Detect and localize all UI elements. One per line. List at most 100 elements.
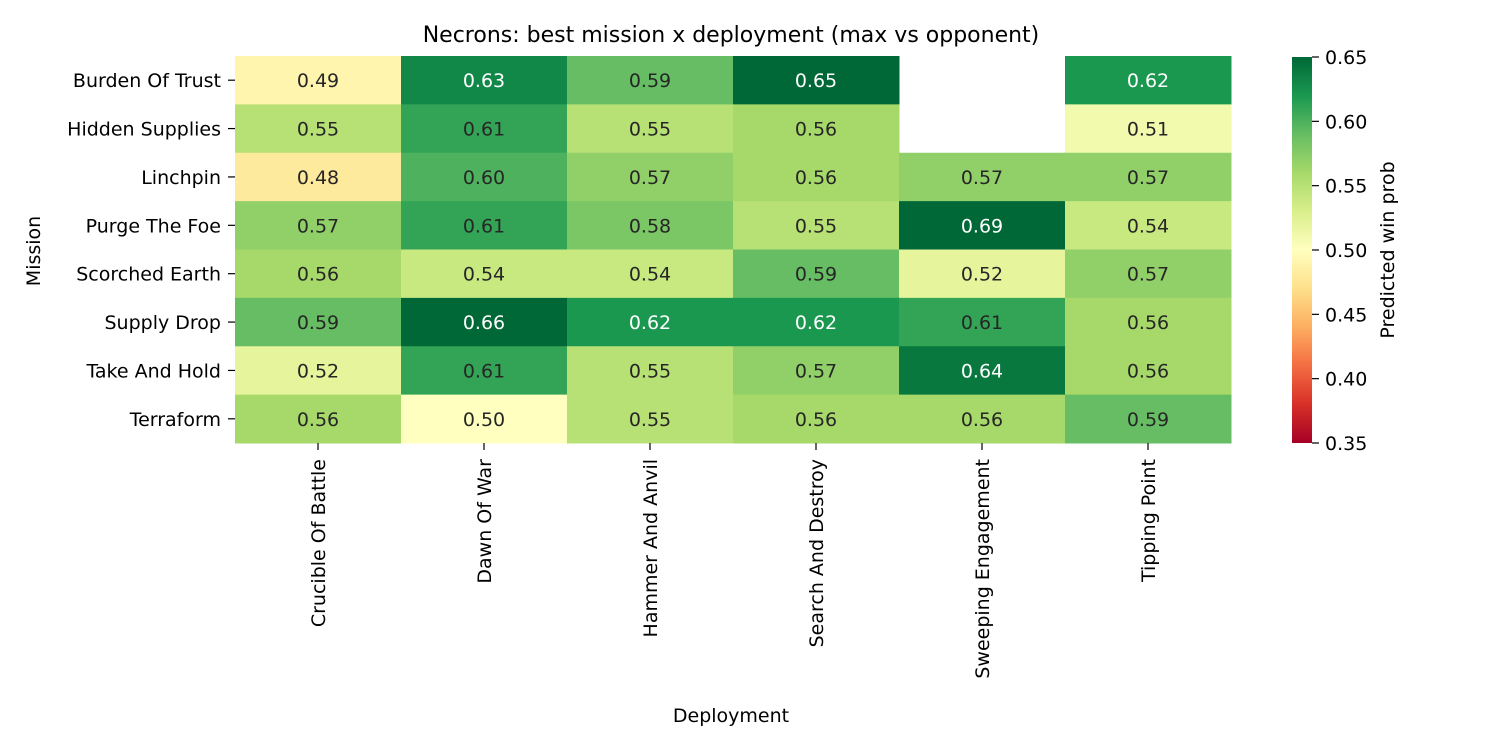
- heatmap-cell: [1065, 201, 1232, 250]
- cell-value-label: 0.56: [1127, 312, 1169, 334]
- colorbar-tick-label: 0.65: [1325, 47, 1367, 69]
- heatmap-cell: [1065, 297, 1232, 347]
- heatmap-cell: [567, 201, 734, 250]
- heatmap-cell: [899, 346, 1066, 396]
- heatmap-cell: [899, 297, 1066, 347]
- cell-value-label: 0.54: [629, 264, 671, 286]
- heatmap-cell: [235, 56, 402, 105]
- heatmap-cell: [1065, 56, 1232, 105]
- cell-value-label: 0.57: [297, 215, 339, 237]
- y-tick-label: Terraform: [129, 409, 221, 431]
- y-tick-label: Purge The Foe: [86, 215, 221, 237]
- colorbar-ticks: 0.35 0.40 0.45 0.50 0.55 0.60 0.65: [1312, 47, 1367, 455]
- cell-value-label: 0.61: [961, 312, 1003, 334]
- cell-value-label: 0.61: [463, 119, 505, 141]
- cell-value-label: 0.48: [297, 167, 339, 189]
- cell-value-label: 0.62: [629, 312, 671, 334]
- heatmap-cell: [733, 56, 900, 105]
- heatmap-cell: [235, 346, 402, 396]
- heatmap-cell: [567, 297, 734, 347]
- y-tick-label: Linchpin: [141, 167, 221, 189]
- heatmap-cell: [899, 394, 1066, 444]
- cell-value-label: 0.56: [297, 264, 339, 286]
- y-tick-label: Burden Of Trust: [73, 70, 221, 92]
- cell-value-label: 0.59: [1127, 409, 1169, 431]
- heatmap-cell: [733, 201, 900, 250]
- cell-value-label: 0.59: [795, 264, 837, 286]
- cell-value-label: 0.60: [463, 167, 505, 189]
- heatmap-cell: [733, 249, 900, 299]
- heatmap-cell: [1065, 346, 1232, 396]
- heatmap-cell: [401, 394, 568, 444]
- heatmap-cell: [567, 152, 734, 202]
- cell-value-label: 0.57: [629, 167, 671, 189]
- heatmap-cell: [401, 104, 568, 154]
- cell-value-label: 0.59: [629, 70, 671, 92]
- heatmap-cell: [733, 297, 900, 347]
- cell-value-label: 0.59: [297, 312, 339, 334]
- y-tick-label: Supply Drop: [105, 312, 222, 334]
- cell-value-label: 0.65: [795, 70, 837, 92]
- heatmap-cell: [899, 152, 1066, 202]
- cell-value-label: 0.63: [463, 70, 505, 92]
- cell-value-label: 0.56: [961, 409, 1003, 431]
- heatmap-cell: [235, 297, 402, 347]
- y-tick-label: Take And Hold: [85, 360, 221, 382]
- heatmap-cell: [567, 56, 734, 105]
- cell-value-label: 0.54: [1127, 215, 1169, 237]
- heatmap-cell: [235, 201, 402, 250]
- heatmap-cell: [733, 104, 900, 154]
- heatmap-cell: [899, 201, 1066, 250]
- chart-title: Necrons: best mission x deployment (max …: [423, 23, 1040, 48]
- heatmap-cell: [1065, 249, 1232, 299]
- x-tick-label: Dawn Of War: [474, 459, 496, 584]
- cell-value-label: 0.55: [629, 119, 671, 141]
- heatmap-cell: [1065, 394, 1232, 444]
- heatmap-cell: [733, 346, 900, 396]
- colorbar-tick-label: 0.60: [1325, 111, 1367, 133]
- heatmap-cell: [401, 56, 568, 105]
- cell-value-label: 0.57: [961, 167, 1003, 189]
- cell-value-label: 0.56: [795, 167, 837, 189]
- x-tick-label: Search And Destroy: [806, 459, 828, 647]
- cell-value-label: 0.55: [297, 119, 339, 141]
- heatmap-cell: [235, 249, 402, 299]
- colorbar-tick-label: 0.50: [1325, 240, 1367, 262]
- cell-value-label: 0.56: [1127, 360, 1169, 382]
- cell-value-label: 0.54: [463, 264, 505, 286]
- x-tick-label: Sweeping Engagement: [972, 459, 994, 679]
- cell-value-label: 0.55: [795, 215, 837, 237]
- heatmap-cell: [401, 297, 568, 347]
- heatmap-cell: [733, 152, 900, 202]
- x-tick-label: Hammer And Anvil: [640, 459, 662, 637]
- cell-value-label: 0.51: [1127, 119, 1169, 141]
- heatmap-cell: [567, 104, 734, 154]
- colorbar-label: Predicted win prob: [1377, 161, 1399, 338]
- heatmap-cell: [235, 152, 402, 202]
- colorbar-tick-label: 0.45: [1325, 304, 1367, 326]
- heatmap-cell: [1065, 152, 1232, 202]
- heatmap-cell: [401, 152, 568, 202]
- cell-value-label: 0.56: [795, 409, 837, 431]
- colorbar-tick-label: 0.40: [1325, 369, 1367, 391]
- x-tick-label: Tipping Point: [1138, 459, 1160, 583]
- colorbar-tick-label: 0.55: [1325, 176, 1367, 198]
- cell-value-label: 0.57: [1127, 264, 1169, 286]
- heatmap-cell: [401, 201, 568, 250]
- cell-value-label: 0.55: [629, 409, 671, 431]
- heatmap-cell: [567, 249, 734, 299]
- heatmap-cell: [235, 104, 402, 154]
- y-axis-ticks: Burden Of Trust Hidden Supplies Linchpin Pu…: [67, 70, 235, 431]
- cell-value-label: 0.69: [961, 215, 1003, 237]
- colorbar-gradient: [1292, 57, 1312, 443]
- cell-value-label: 0.50: [463, 409, 505, 431]
- y-tick-label: Hidden Supplies: [67, 119, 221, 141]
- heatmap-cell: [567, 346, 734, 396]
- cell-value-label: 0.62: [795, 312, 837, 334]
- cell-value-label: 0.61: [463, 360, 505, 382]
- x-axis-label: Deployment: [673, 705, 789, 727]
- heatmap-cell: [899, 249, 1066, 299]
- cell-value-label: 0.52: [297, 360, 339, 382]
- y-tick-label: Scorched Earth: [76, 264, 221, 286]
